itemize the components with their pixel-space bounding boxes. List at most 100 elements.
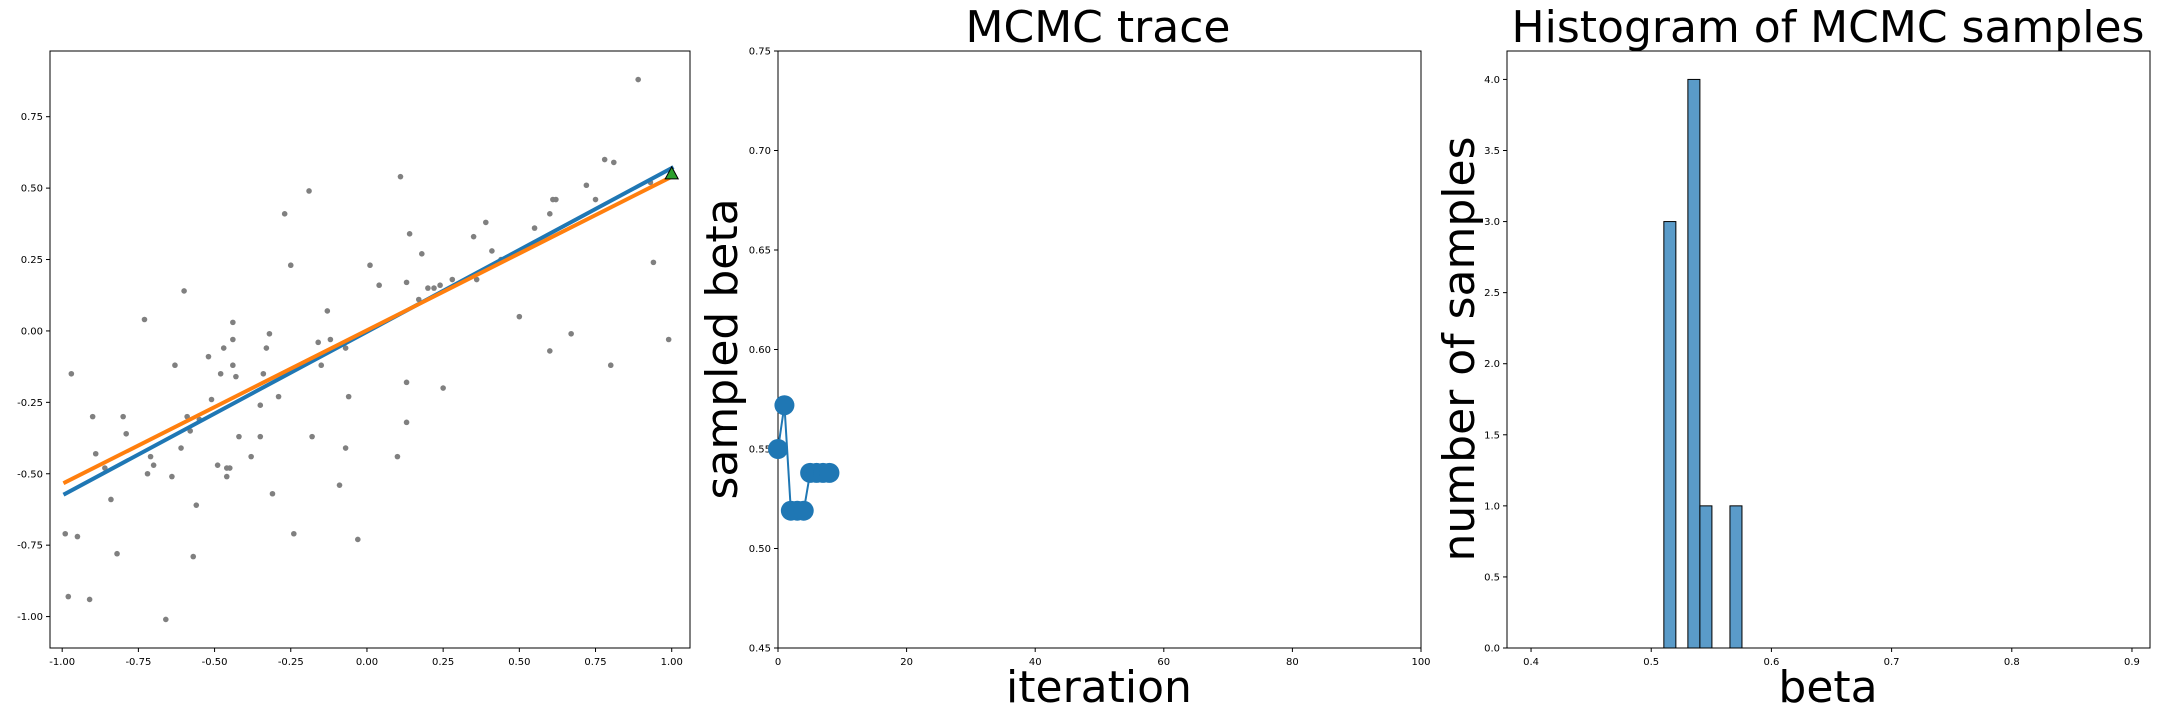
scatter-point — [568, 330, 574, 337]
y-tick-label: 0.50 — [749, 544, 771, 555]
x-tick-label: 0.75 — [584, 657, 606, 668]
scatter-point — [62, 530, 69, 537]
histogram-bar — [1663, 221, 1677, 649]
scatter-point — [223, 473, 230, 480]
y-tick-label: -1.00 — [17, 612, 43, 623]
scatter-point — [163, 616, 169, 623]
scatter-point — [150, 462, 157, 468]
y-tick-label: 2.0 — [1484, 359, 1500, 370]
regression-lines — [62, 165, 675, 497]
scatter-marker — [664, 165, 680, 180]
histogram-y-axis-label: number of samples — [1434, 136, 1485, 561]
scatter-point — [483, 219, 489, 226]
scatter-point — [431, 285, 437, 291]
scatter-point — [89, 413, 96, 420]
scatter-point — [68, 370, 75, 377]
histogram-bars — [1663, 78, 1743, 649]
scatter-point — [248, 453, 254, 460]
y-tick-label: 1.0 — [1484, 501, 1500, 512]
scatter-point — [257, 402, 264, 409]
scatter-point — [309, 433, 315, 440]
scatter-point — [324, 308, 331, 314]
scatter-point — [355, 536, 361, 543]
scatter-point — [208, 396, 215, 403]
scatter-point — [397, 173, 404, 180]
scatter-point — [190, 553, 197, 560]
x-tick-label: -1.00 — [49, 657, 75, 668]
scatter-point — [516, 313, 523, 320]
trace-panel: MCMC trace 0.450.500.550.600.650.700.75 … — [697, 2, 1431, 713]
histogram-y-ticks: 0.0 0.5 1.0 1.5 2.0 2.5 3.0 3.5 4.0 — [1484, 75, 1507, 655]
x-tick-label: -0.50 — [202, 657, 228, 668]
scatter-point — [181, 288, 187, 294]
y-tick-label: 3.5 — [1484, 146, 1500, 157]
scatter-point — [220, 345, 227, 351]
scatter-point — [403, 379, 410, 386]
scatter-plot-area — [49, 50, 691, 649]
scatter-point — [74, 533, 81, 540]
scatter-point — [269, 490, 276, 497]
histogram-bar — [1699, 505, 1713, 649]
x-tick-label: 80 — [1286, 657, 1299, 668]
x-tick-label: 0.7 — [1884, 657, 1900, 668]
scatter-point — [403, 419, 410, 426]
y-tick-label: 2.5 — [1484, 288, 1500, 299]
x-tick-label: 0 — [775, 657, 781, 668]
scatter-point — [601, 156, 608, 163]
scatter-point — [275, 393, 282, 400]
scatter-panel: -1.00 -0.75 -0.50 -0.25 0.00 0.25 0.50 0.75 -1.… — [17, 50, 691, 668]
scatter-point — [650, 259, 657, 266]
scatter-point — [592, 196, 599, 203]
scatter-point — [583, 182, 590, 189]
scatter-point — [419, 251, 425, 257]
triangle-marker — [664, 165, 680, 180]
scatter-point — [611, 159, 617, 166]
histogram-x-ticks: 0.4 0.5 0.6 0.7 0.8 0.9 — [1523, 648, 2140, 668]
scatter-point — [193, 502, 200, 508]
scatter-point — [342, 445, 349, 451]
histogram-plot-area — [1506, 50, 2151, 649]
scatter-point — [291, 530, 297, 537]
scatter-point — [260, 370, 267, 377]
scatter-point — [233, 373, 239, 380]
scatter-point — [236, 433, 242, 440]
y-tick-label: 0.45 — [749, 644, 771, 655]
y-tick-label: 0.00 — [21, 326, 43, 337]
histogram-x-axis-label: beta — [1778, 662, 1877, 713]
y-tick-label: 4.0 — [1484, 75, 1500, 86]
y-tick-label: 0.65 — [749, 246, 771, 257]
trace-y-axis-label: sampled beta — [697, 198, 748, 499]
scatter-point — [607, 362, 614, 369]
x-tick-label: 0.8 — [2004, 657, 2020, 668]
scatter-point — [230, 362, 236, 369]
histogram-title: Histogram of MCMC samples — [1512, 2, 2145, 53]
histogram-bar — [1687, 78, 1701, 649]
scatter-point — [318, 362, 325, 369]
scatter-point — [257, 433, 264, 440]
scatter-point — [345, 393, 352, 400]
scatter-point — [102, 465, 108, 471]
scatter-point — [169, 473, 175, 480]
scatter-point — [531, 225, 538, 231]
scatter-point — [315, 339, 321, 346]
scatter-point — [144, 470, 151, 477]
y-tick-label: 0.0 — [1484, 644, 1500, 655]
scatter-point — [123, 430, 129, 437]
scatter-point — [230, 336, 236, 343]
histogram-panel: Histogram of MCMC samples 0.0 0.5 1.0 1.5 2.… — [1434, 2, 2151, 713]
y-tick-label: 0.55 — [749, 445, 771, 456]
trace-plot-area — [777, 50, 1422, 649]
scatter-point — [403, 279, 410, 286]
scatter-point — [470, 233, 477, 240]
scatter-point — [406, 231, 413, 237]
trace-point — [774, 395, 795, 416]
scatter-point — [336, 482, 343, 488]
trace-x-ticks: 0 20 40 60 80 100 — [775, 648, 1431, 668]
scatter-point — [114, 550, 120, 557]
scatter-point — [141, 316, 148, 323]
scatter-point — [342, 345, 349, 351]
scatter-point — [367, 262, 373, 269]
x-tick-label: -0.75 — [125, 657, 151, 668]
y-tick-label: -0.25 — [17, 398, 43, 409]
